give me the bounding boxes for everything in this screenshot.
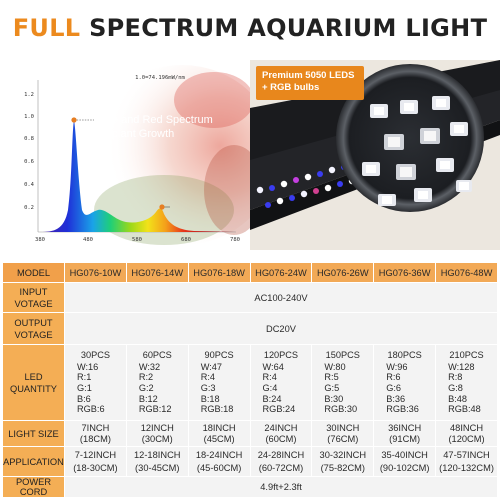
table-row-output: OUTPUT VOTAGE DC20V <box>2 312 498 345</box>
table-row-application: APPLICATION 7-12INCH (18-30CM) 12-18INCH(… <box>2 446 498 477</box>
spectrum-panel: 1.2 1.0 0.8 0.6 0.4 0.2 380 480 580 680 … <box>14 60 254 250</box>
light-size-cell: 36INCH (91CM) <box>373 420 437 447</box>
led-quantity-cell: 210PCS W:128 R:8 G:8 B:48 RGB:48 <box>435 344 498 421</box>
y-tick: 1.2 <box>24 92 34 98</box>
model-cell: HG076-14W <box>125 262 189 283</box>
row-label-output: OUTPUT VOTAGE <box>2 312 65 345</box>
label-line: VOTAGE <box>14 298 53 309</box>
led-quantity-cell: 90PCS W:47 R:4 G:3 B:18 RGB:18 <box>187 344 251 421</box>
y-tick: 1.0 <box>24 114 34 120</box>
y-tick: 0.4 <box>24 182 35 188</box>
spec-table: MODEL HG076-10W HG076-14W HG076-18W HG07… <box>2 262 498 498</box>
led-quantity-cell: 30PCS W:16 R:1 G:1 B:6 RGB:6 <box>64 344 127 421</box>
badge-line-1: Premium 5050 LEDS <box>262 70 355 81</box>
application-cell: 18-24INCH (45-60CM) <box>187 446 251 477</box>
x-tick: 780 <box>230 237 240 243</box>
application-cell: 35-40INCH (90-102CM) <box>373 446 437 477</box>
model-cell: HG076-10W <box>64 262 127 283</box>
model-cell: HG076-18W <box>187 262 251 283</box>
label-line: QUANTITY <box>9 383 57 394</box>
label-line: VOTAGE <box>14 329 53 340</box>
light-size-cell: 48INCH (120CM) <box>435 420 498 447</box>
application-cell: 30-32INCH (75-82CM) <box>311 446 375 477</box>
x-tick: 680 <box>181 237 191 243</box>
power-cord-value: 4.9ft+2.3ft <box>64 476 498 498</box>
table-row-power-cord: POWER CORD 4.9ft+2.3ft <box>2 476 498 498</box>
application-cell: 7-12INCH (18-30CM) <box>64 446 127 477</box>
headline-accent-word: FULL <box>12 14 81 42</box>
page-headline: FULL SPECTRUM AQUARIUM LIGHT <box>0 14 500 42</box>
badge-line-2: + RGB bulbs <box>262 82 320 93</box>
application-cell: 47-57INCH (120-132CM) <box>435 446 498 477</box>
label-line: OUTPUT <box>14 317 53 328</box>
output-voltage-value: DC20V <box>64 312 498 345</box>
light-size-cell: 12INCH (30CM) <box>125 420 189 447</box>
row-label-model: MODEL <box>2 262 65 283</box>
x-tick: 380 <box>35 237 45 243</box>
led-quantity-cell: 180PCS W:96 R:6 G:6 B:36 RGB:36 <box>373 344 437 421</box>
row-label-led-quantity: LED QUANTITY <box>2 344 65 421</box>
led-feature-badge: Premium 5050 LEDS + RGB bulbs <box>256 66 364 100</box>
input-voltage-value: AC100-240V <box>64 282 498 313</box>
light-size-cell: 18INCH (45CM) <box>187 420 251 447</box>
blue-peak-marker <box>71 117 77 123</box>
spectrum-formula: 1.0=74.196mW/nm <box>135 75 185 81</box>
model-cell: HG076-48W <box>435 262 498 283</box>
application-cell: 24-28INCH (60-72CM) <box>249 446 313 477</box>
table-row-input: INPUT VOTAGE AC100-240V <box>2 282 498 313</box>
model-cell: HG076-36W <box>373 262 437 283</box>
led-quantity-cell: 120PCS W:64 R:4 G:4 B:24 RGB:24 <box>249 344 313 421</box>
annotation-line-1: Bule and Red Spectrum <box>96 114 213 126</box>
led-quantity-cell: 150PCS W:80 R:5 G:5 B:30 RGB:30 <box>311 344 375 421</box>
x-tick: 580 <box>132 237 142 243</box>
row-label-light-size: LIGHT SIZE <box>2 420 65 447</box>
light-size-cell: 7INCH (18CM) <box>64 420 127 447</box>
y-tick: 0.8 <box>24 136 34 142</box>
led-quantity-cell: 60PCS W:32 R:2 G:2 B:12 RGB:12 <box>125 344 189 421</box>
headline-rest: SPECTRUM AQUARIUM LIGHT <box>89 14 488 42</box>
model-cell: HG076-26W <box>311 262 375 283</box>
x-tick: 480 <box>83 237 93 243</box>
red-peak-marker <box>159 204 165 210</box>
row-label-input: INPUT VOTAGE <box>2 282 65 313</box>
row-label-power-cord: POWER CORD <box>2 476 65 498</box>
label-line: LED <box>24 371 43 382</box>
table-row-light-size: LIGHT SIZE 7INCH (18CM) 12INCH (30CM) 18IN… <box>2 420 498 447</box>
application-cell: 12-18INCH (30-45CM) <box>125 446 189 477</box>
table-row-led-quantity: LED QUANTITY 30PCS W:16 R:1 G:1 B:6 RGB:6 60… <box>2 344 498 421</box>
light-size-cell: 30INCH (76CM) <box>311 420 375 447</box>
spectrum-graph: 1.2 1.0 0.8 0.6 0.4 0.2 380 480 580 680 … <box>14 60 254 250</box>
label-line: INPUT <box>19 286 48 297</box>
y-tick: 0.2 <box>24 205 34 211</box>
annotation-line-2: for plant Growth <box>96 128 174 140</box>
zoomed-leds <box>362 96 472 206</box>
row-label-application: APPLICATION <box>2 446 65 477</box>
model-cell: HG076-24W <box>249 262 313 283</box>
y-tick: 0.6 <box>24 159 34 165</box>
light-size-cell: 24INCH (60CM) <box>249 420 313 447</box>
table-row-model: MODEL HG076-10W HG076-14W HG076-18W HG07… <box>2 262 498 283</box>
